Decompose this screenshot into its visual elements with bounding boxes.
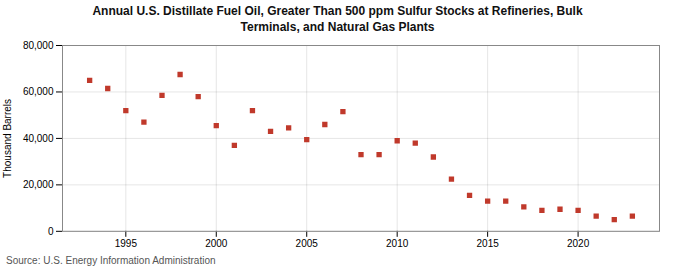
html-text:Source: U.S. Energy Informatio: Source: U.S. Energy Information Administ… bbox=[6, 255, 216, 266]
svg-text:2000: 2000 bbox=[205, 239, 228, 250]
svg-text:2005: 2005 bbox=[296, 239, 319, 250]
svg-text:60,000: 60,000 bbox=[23, 86, 54, 97]
svg-text:0: 0 bbox=[48, 226, 54, 237]
svg-text:20,000: 20,000 bbox=[23, 179, 54, 190]
svg-text:Thousand Barrels: Thousand Barrels bbox=[2, 99, 13, 178]
svg-text:2020: 2020 bbox=[567, 239, 590, 250]
svg-text:2015: 2015 bbox=[477, 239, 500, 250]
svg-text:1995: 1995 bbox=[115, 239, 138, 250]
html-text:Annual U.S. Distillate Fuel Oi: Annual U.S. Distillate Fuel Oil, Greater… bbox=[92, 4, 583, 34]
svg-text:2010: 2010 bbox=[386, 239, 409, 250]
svg-text:40,000: 40,000 bbox=[23, 133, 54, 144]
svg-text:80,000: 80,000 bbox=[23, 40, 54, 51]
